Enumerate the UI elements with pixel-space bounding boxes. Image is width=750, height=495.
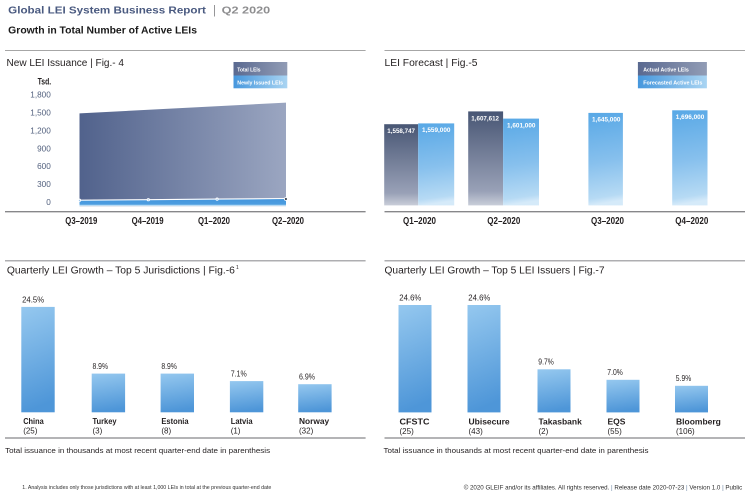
svg-text:Bloomberg: Bloomberg xyxy=(676,417,721,427)
svg-text:(3): (3) xyxy=(93,427,103,436)
svg-text:1: 1 xyxy=(236,265,239,271)
svg-text:Global LEI System Business Rep: Global LEI System Business Report xyxy=(8,6,206,17)
svg-text:1,645,000: 1,645,000 xyxy=(592,117,621,124)
svg-text:(106): (106) xyxy=(676,427,695,436)
svg-text:24.6%: 24.6% xyxy=(399,293,421,302)
svg-text:Total issuance in thousands at: Total issuance in thousands at most rece… xyxy=(384,446,649,455)
svg-text:(25): (25) xyxy=(23,427,38,436)
svg-text:900: 900 xyxy=(37,144,51,153)
svg-text:1,800: 1,800 xyxy=(30,91,51,100)
svg-text:(1): (1) xyxy=(231,427,241,436)
svg-text:Ubisecure: Ubisecure xyxy=(469,417,510,427)
svg-text:1,200: 1,200 xyxy=(30,126,51,135)
svg-text:© 2020 GLEIF and/or its affili: © 2020 GLEIF and/or its affiliates. All … xyxy=(464,483,743,491)
svg-text:Takasbank: Takasbank xyxy=(539,417,583,427)
svg-text:Q3–2020: Q3–2020 xyxy=(591,216,624,227)
svg-text:(55): (55) xyxy=(608,427,623,436)
svg-text:5.9%: 5.9% xyxy=(676,374,692,383)
svg-text:Growth in Total Number of Acti: Growth in Total Number of Active LEIs xyxy=(8,25,197,36)
svg-text:1,559,000: 1,559,000 xyxy=(422,127,451,134)
svg-text:|: | xyxy=(213,5,216,17)
svg-text:New LEI Issuance | Fig.- 4: New LEI Issuance | Fig.- 4 xyxy=(7,58,125,69)
svg-text:Q1–2020: Q1–2020 xyxy=(198,216,230,227)
svg-text:(43): (43) xyxy=(469,427,484,436)
svg-text:Q4–2019: Q4–2019 xyxy=(132,216,164,227)
svg-text:Quarterly LEI Growth – Top 5 L: Quarterly LEI Growth – Top 5 LEI Issuers… xyxy=(385,265,605,276)
svg-text:8.9%: 8.9% xyxy=(161,362,177,371)
svg-text:Estonia: Estonia xyxy=(161,416,188,426)
svg-text:0: 0 xyxy=(46,198,51,207)
svg-text:CFSTC: CFSTC xyxy=(400,417,430,427)
svg-text:Tsd.: Tsd. xyxy=(38,77,52,87)
svg-text:Q2 2020: Q2 2020 xyxy=(222,6,271,17)
svg-text:(25): (25) xyxy=(400,427,415,436)
svg-text:(8): (8) xyxy=(161,427,171,436)
svg-text:300: 300 xyxy=(37,180,51,189)
svg-text:1,696,000: 1,696,000 xyxy=(676,114,705,121)
svg-text:Newly Issued LEIs: Newly Issued LEIs xyxy=(237,81,283,87)
svg-text:(2): (2) xyxy=(539,427,549,436)
svg-text:Turkey: Turkey xyxy=(93,416,117,426)
svg-text:Q1–2020: Q1–2020 xyxy=(403,216,436,227)
svg-text:China: China xyxy=(23,416,44,426)
svg-text:Actual Active LEIs: Actual Active LEIs xyxy=(643,68,689,74)
svg-text:(32): (32) xyxy=(299,427,314,436)
svg-text:Latvia: Latvia xyxy=(231,416,253,426)
svg-text:7.1%: 7.1% xyxy=(231,370,247,379)
svg-text:Q4–2020: Q4–2020 xyxy=(675,216,708,227)
svg-text:1,558,747: 1,558,747 xyxy=(387,128,415,135)
svg-text:1,500: 1,500 xyxy=(30,109,51,118)
svg-text:8.9%: 8.9% xyxy=(93,362,109,371)
svg-text:1,607,612: 1,607,612 xyxy=(471,115,499,122)
svg-text:9.7%: 9.7% xyxy=(538,358,554,367)
svg-text:Forecasted Active LEIs: Forecasted Active LEIs xyxy=(643,81,702,87)
svg-text:Q2–2020: Q2–2020 xyxy=(272,216,304,227)
svg-text:LEI Forecast | Fig.-5: LEI Forecast | Fig.-5 xyxy=(385,58,478,69)
svg-text:Norway: Norway xyxy=(299,416,329,426)
svg-text:Total LEIs: Total LEIs xyxy=(237,68,260,74)
svg-text:Total issuance in thousands at: Total issuance in thousands at most rece… xyxy=(5,446,270,455)
svg-text:Q3–2019: Q3–2019 xyxy=(65,216,97,227)
svg-text:6.9%: 6.9% xyxy=(299,373,315,382)
svg-text:24.6%: 24.6% xyxy=(468,293,490,302)
svg-text:1,601,000: 1,601,000 xyxy=(507,123,536,130)
svg-text:7.0%: 7.0% xyxy=(607,368,623,377)
svg-text:Q2–2020: Q2–2020 xyxy=(487,216,520,227)
svg-text:Quarterly LEI Growth – Top 5 J: Quarterly LEI Growth – Top 5 Jurisdictio… xyxy=(7,265,236,276)
svg-text:24.5%: 24.5% xyxy=(22,295,44,304)
svg-text:EQS: EQS xyxy=(608,417,626,427)
svg-text:600: 600 xyxy=(37,162,51,171)
svg-text:1. Analysis includes only thos: 1. Analysis includes only those jurisdic… xyxy=(22,485,272,491)
